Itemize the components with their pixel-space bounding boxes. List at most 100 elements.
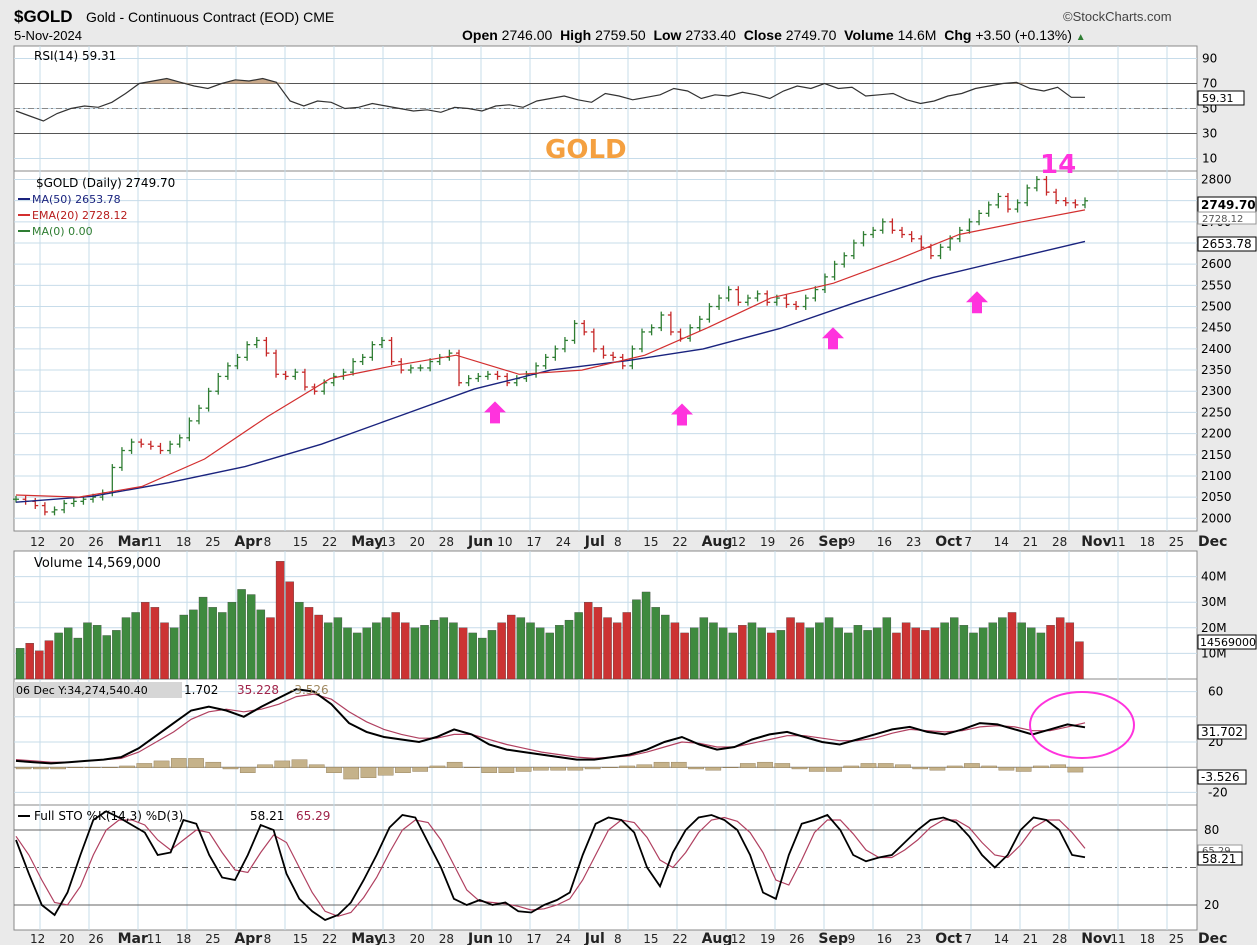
bottom-x-tick-label: Mar <box>118 931 148 945</box>
macd-histogram-bar <box>15 767 32 770</box>
volume-bar <box>998 617 1007 680</box>
macd-histogram-bar <box>464 767 480 768</box>
sto-legend: Full STO %K(14,3) %D(3) <box>34 809 183 823</box>
volume-bar <box>757 627 766 680</box>
macd-histogram-bar <box>567 767 584 771</box>
price-x-tick-label: 10 <box>497 535 512 549</box>
macd-histogram-bar <box>136 763 153 768</box>
volume-bar <box>603 617 612 680</box>
macd-histogram-bar <box>205 761 222 768</box>
bottom-x-tick-label: 8 <box>264 932 272 945</box>
macd-histogram-bar <box>239 767 256 773</box>
price-x-tick-label: Jun <box>467 534 493 550</box>
macd-histogram-bar <box>257 764 273 768</box>
high-value: 2759.50 <box>595 27 646 43</box>
macd-histogram-bar <box>791 767 808 770</box>
bottom-x-tick-label: 24 <box>556 932 571 945</box>
volume-label: Volume <box>844 27 894 43</box>
bottom-x-tick-label: 12 <box>731 932 746 945</box>
volume-bar <box>304 607 314 680</box>
volume-bar <box>1055 617 1065 680</box>
ma50-tag-text: 2653.78 <box>1202 237 1252 251</box>
count-annotation: 14 <box>1040 150 1076 180</box>
price-tick-label: 2350 <box>1201 363 1232 377</box>
price-x-tick-label: 28 <box>1052 535 1067 549</box>
price-x-tick-label: 11 <box>147 535 162 549</box>
description: Gold - Continuous Contract (EOD) CME <box>86 9 334 25</box>
volume-bar <box>189 609 198 680</box>
price-x-tick-label: 21 <box>1023 535 1038 549</box>
price-x-tick-label: 20 <box>410 535 425 549</box>
price-x-tick-label: Sep <box>818 534 848 550</box>
bottom-x-tick-label: 26 <box>789 932 804 945</box>
volume-bar <box>882 617 892 680</box>
price-x-tick-label: Dec <box>1198 534 1227 550</box>
volume-tick-label: 40M <box>1201 570 1227 584</box>
price-x-tick-label: 25 <box>1169 535 1184 549</box>
volume-bar <box>940 622 949 680</box>
volume-bar <box>545 632 554 680</box>
volume-bar <box>670 622 680 680</box>
brand[interactable]: ©StockCharts.com <box>1063 9 1172 24</box>
bottom-x-tick-label: 17 <box>526 932 541 945</box>
macd-histogram-bar <box>808 767 825 772</box>
rsi-tick-label: 90 <box>1202 52 1217 66</box>
volume-bar <box>699 617 709 680</box>
volume-bar <box>1036 632 1046 680</box>
macd-histogram-bar <box>602 767 618 768</box>
volume-bar <box>795 622 805 680</box>
volume-bar <box>112 630 121 680</box>
price-x-tick-label: 26 <box>88 535 103 549</box>
volume-bar <box>978 627 988 680</box>
volume-bar <box>439 617 449 680</box>
macd-histogram-bar <box>1033 765 1049 768</box>
volume-bar <box>728 632 737 680</box>
rsi-value-tag: 59.31 <box>1197 90 1245 106</box>
volume-bar <box>709 622 718 680</box>
price-x-tick-label: 9 <box>848 535 856 549</box>
price-x-tick-label: 7 <box>964 535 972 549</box>
bottom-x-tick-label: May <box>351 931 383 945</box>
bottom-x-tick-label: Aug <box>702 931 733 945</box>
price-tick-label: 2100 <box>1201 469 1232 483</box>
volume-bar <box>853 625 863 680</box>
chg-up-icon: ▲ <box>1075 32 1086 43</box>
bottom-x-tick-label: 14 <box>994 932 1009 945</box>
macd-histogram-bar <box>153 760 170 768</box>
volume-bar <box>1007 612 1017 680</box>
macd-histogram-bar <box>843 765 860 768</box>
volume-value-tag-text: 14569000 <box>1200 636 1256 649</box>
price-x-tick-label: Aug <box>702 534 733 550</box>
price-x-tick-label: 23 <box>906 535 921 549</box>
bottom-x-tick-label: 20 <box>410 932 425 945</box>
macd-histogram-bar <box>826 767 842 772</box>
volume-bar <box>747 622 757 680</box>
high-label: High <box>560 27 592 43</box>
volume-bar <box>275 561 285 680</box>
exchange: CME <box>303 9 335 25</box>
macd-histogram-bar <box>533 767 549 771</box>
price-x-tick-label: 28 <box>439 535 454 549</box>
macd-histogram-bar <box>550 767 566 771</box>
macd-value-tag: 31.702 <box>1197 724 1247 740</box>
price-tick-label: 2800 <box>1201 172 1232 186</box>
volume-bar <box>141 602 150 680</box>
volume-bar <box>256 609 266 680</box>
macd-histogram-bar <box>1067 767 1084 773</box>
volume-bar <box>622 612 632 680</box>
volume-bar <box>767 632 776 680</box>
bottom-x-tick-label: 22 <box>672 932 687 945</box>
bottom-x-tick-label: 18 <box>1140 932 1155 945</box>
volume-bar <box>516 617 526 680</box>
chg-label: Chg <box>944 27 972 43</box>
price-tick-label: 2000 <box>1201 511 1232 525</box>
rsi-legend: RSI(14) 59.31 <box>34 49 116 63</box>
macd-tick-label: 60 <box>1208 685 1223 699</box>
price-tick-label: 2500 <box>1201 300 1232 314</box>
ohlc-bar: Open 2746.00 High 2759.50 Low 2733.40 Cl… <box>462 27 1086 43</box>
price-x-tick-label: 15 <box>643 535 658 549</box>
bottom-x-tick-label: 13 <box>380 932 395 945</box>
price-x-tick-label: Mar <box>118 534 148 550</box>
macd-histogram-bar <box>274 760 291 768</box>
volume-bar <box>198 596 208 680</box>
